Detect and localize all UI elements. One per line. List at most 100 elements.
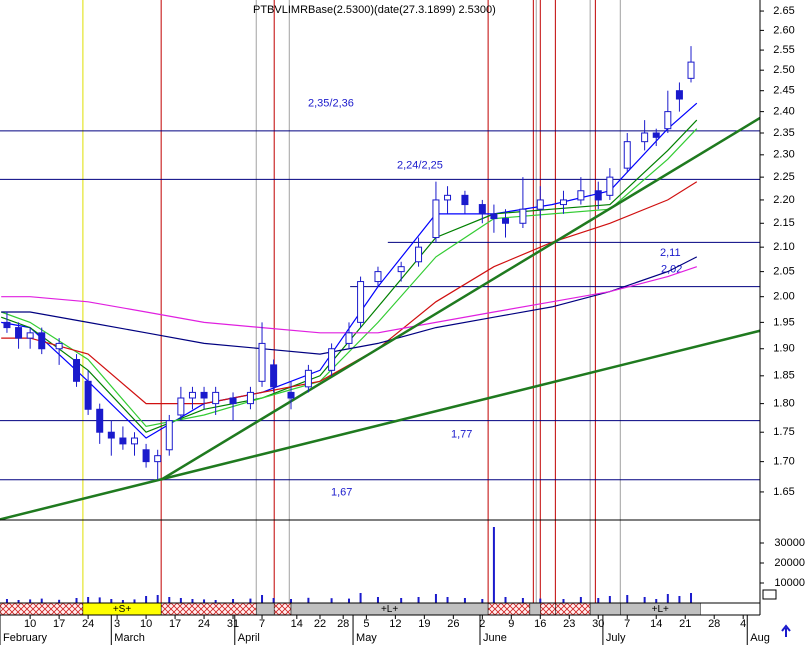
volume-bar bbox=[434, 594, 437, 603]
candle-body bbox=[55, 342, 63, 350]
candle-body bbox=[397, 266, 405, 273]
x-tick-label: 26 bbox=[447, 618, 459, 630]
candle-body bbox=[212, 391, 220, 405]
y-tick-label: 1.75 bbox=[773, 426, 794, 438]
y-tick-label: 2.00 bbox=[773, 291, 794, 303]
signal-segment bbox=[540, 602, 556, 616]
candle-body bbox=[519, 208, 527, 224]
signal-segment bbox=[273, 602, 292, 616]
volume-bar bbox=[655, 599, 658, 603]
y-tick-label: 1.80 bbox=[773, 398, 794, 410]
volume-bar bbox=[359, 593, 362, 603]
candle-body bbox=[177, 397, 185, 416]
candle-body bbox=[374, 271, 382, 283]
y-tick-label: 2.40 bbox=[773, 106, 794, 118]
x-tick-label: 23 bbox=[563, 618, 575, 630]
signal-segment bbox=[529, 602, 541, 616]
chart-title: PTBVLIMRBase(2.5300)(date(27.3.1899) 2.5… bbox=[253, 4, 496, 16]
y-tick-label: 2.25 bbox=[773, 171, 794, 183]
volume-bar bbox=[87, 597, 90, 603]
candle-body bbox=[26, 332, 34, 339]
volume-bar bbox=[643, 597, 646, 603]
x-tick-label: 9 bbox=[508, 618, 514, 630]
y-tick-label: 1.95 bbox=[773, 316, 794, 328]
volume-tick-label: 20000 bbox=[774, 557, 805, 569]
x-tick-label: 10 bbox=[24, 618, 36, 630]
volume-bar bbox=[203, 599, 206, 603]
x-tick-label: 7 bbox=[624, 618, 630, 630]
volume-bar bbox=[121, 600, 124, 603]
candle-body bbox=[345, 332, 353, 344]
candle-body bbox=[304, 369, 312, 388]
month-label: February bbox=[3, 632, 48, 644]
x-tick-label: 31 bbox=[227, 618, 239, 630]
candle-body bbox=[130, 437, 138, 445]
volume-bar bbox=[579, 597, 582, 603]
moving-average bbox=[0, 128, 698, 428]
x-tick-label: 2 bbox=[479, 618, 485, 630]
x-tick-label: 16 bbox=[534, 618, 546, 630]
candle-body bbox=[577, 190, 585, 201]
volume-bar bbox=[597, 598, 600, 603]
month-label: May bbox=[356, 632, 377, 644]
level-label: 2,24/2,25 bbox=[397, 159, 443, 171]
volume-bar bbox=[400, 598, 403, 603]
candle-body bbox=[258, 342, 266, 382]
candle-body bbox=[641, 132, 649, 143]
candle-body bbox=[652, 132, 660, 138]
x-tick-label: 30 bbox=[592, 618, 604, 630]
signal-label: +L+ bbox=[652, 604, 669, 615]
x-tick-label: 21 bbox=[679, 618, 691, 630]
candle-body bbox=[270, 364, 278, 388]
signal-label: +S+ bbox=[113, 604, 132, 615]
x-tick-label: 17 bbox=[169, 618, 181, 630]
candle-body bbox=[502, 218, 510, 224]
x-tick-label: 19 bbox=[418, 618, 430, 630]
candle-body bbox=[142, 449, 150, 463]
level-label: 1,67 bbox=[331, 487, 352, 499]
volume-bar bbox=[58, 599, 61, 603]
month-label: March bbox=[114, 632, 145, 644]
signal-label: +L+ bbox=[381, 604, 398, 615]
x-tick-label: 24 bbox=[82, 618, 94, 630]
candle-body bbox=[229, 397, 237, 405]
volume-bar bbox=[376, 597, 379, 603]
candle-body bbox=[432, 199, 440, 239]
volume-bar bbox=[608, 596, 611, 603]
x-tick-label: 14 bbox=[650, 618, 662, 630]
level-label: 2,35/2,36 bbox=[308, 98, 354, 110]
volume-bar bbox=[5, 599, 8, 603]
volume-bar bbox=[290, 599, 293, 603]
month-label: April bbox=[238, 632, 260, 644]
y-tick-label: 2.65 bbox=[773, 5, 794, 17]
volume-bar bbox=[626, 595, 629, 603]
candle-body bbox=[536, 199, 544, 210]
scroll-up-arrow[interactable] bbox=[781, 624, 791, 637]
volume-bar bbox=[98, 597, 101, 603]
x-tick-label: 4 bbox=[740, 618, 746, 630]
volume-bar bbox=[678, 596, 681, 603]
candle-body bbox=[357, 281, 365, 323]
candle-body bbox=[15, 327, 23, 339]
candle-body bbox=[165, 420, 173, 451]
volume-bar bbox=[261, 595, 264, 603]
x-tick-label: 14 bbox=[291, 618, 303, 630]
x-tick-label: 24 bbox=[198, 618, 210, 630]
candle-body bbox=[119, 437, 127, 445]
y-tick-label: 2.60 bbox=[773, 24, 794, 36]
volume-bar bbox=[179, 598, 182, 603]
x-tick-label: 10 bbox=[140, 618, 152, 630]
volume-bar bbox=[191, 599, 194, 603]
y-tick-label: 2.20 bbox=[773, 194, 794, 206]
candle-body bbox=[675, 90, 683, 100]
volume-bar bbox=[504, 597, 507, 603]
candle-body bbox=[246, 391, 254, 405]
x-tick-label: 28 bbox=[337, 618, 349, 630]
volume-bar bbox=[417, 597, 420, 603]
y-tick-label: 2.05 bbox=[773, 266, 794, 278]
volume-bar bbox=[539, 598, 542, 603]
y-tick-label: 2.55 bbox=[773, 44, 794, 56]
volume-bar bbox=[40, 598, 43, 603]
signal-segment bbox=[555, 602, 591, 616]
